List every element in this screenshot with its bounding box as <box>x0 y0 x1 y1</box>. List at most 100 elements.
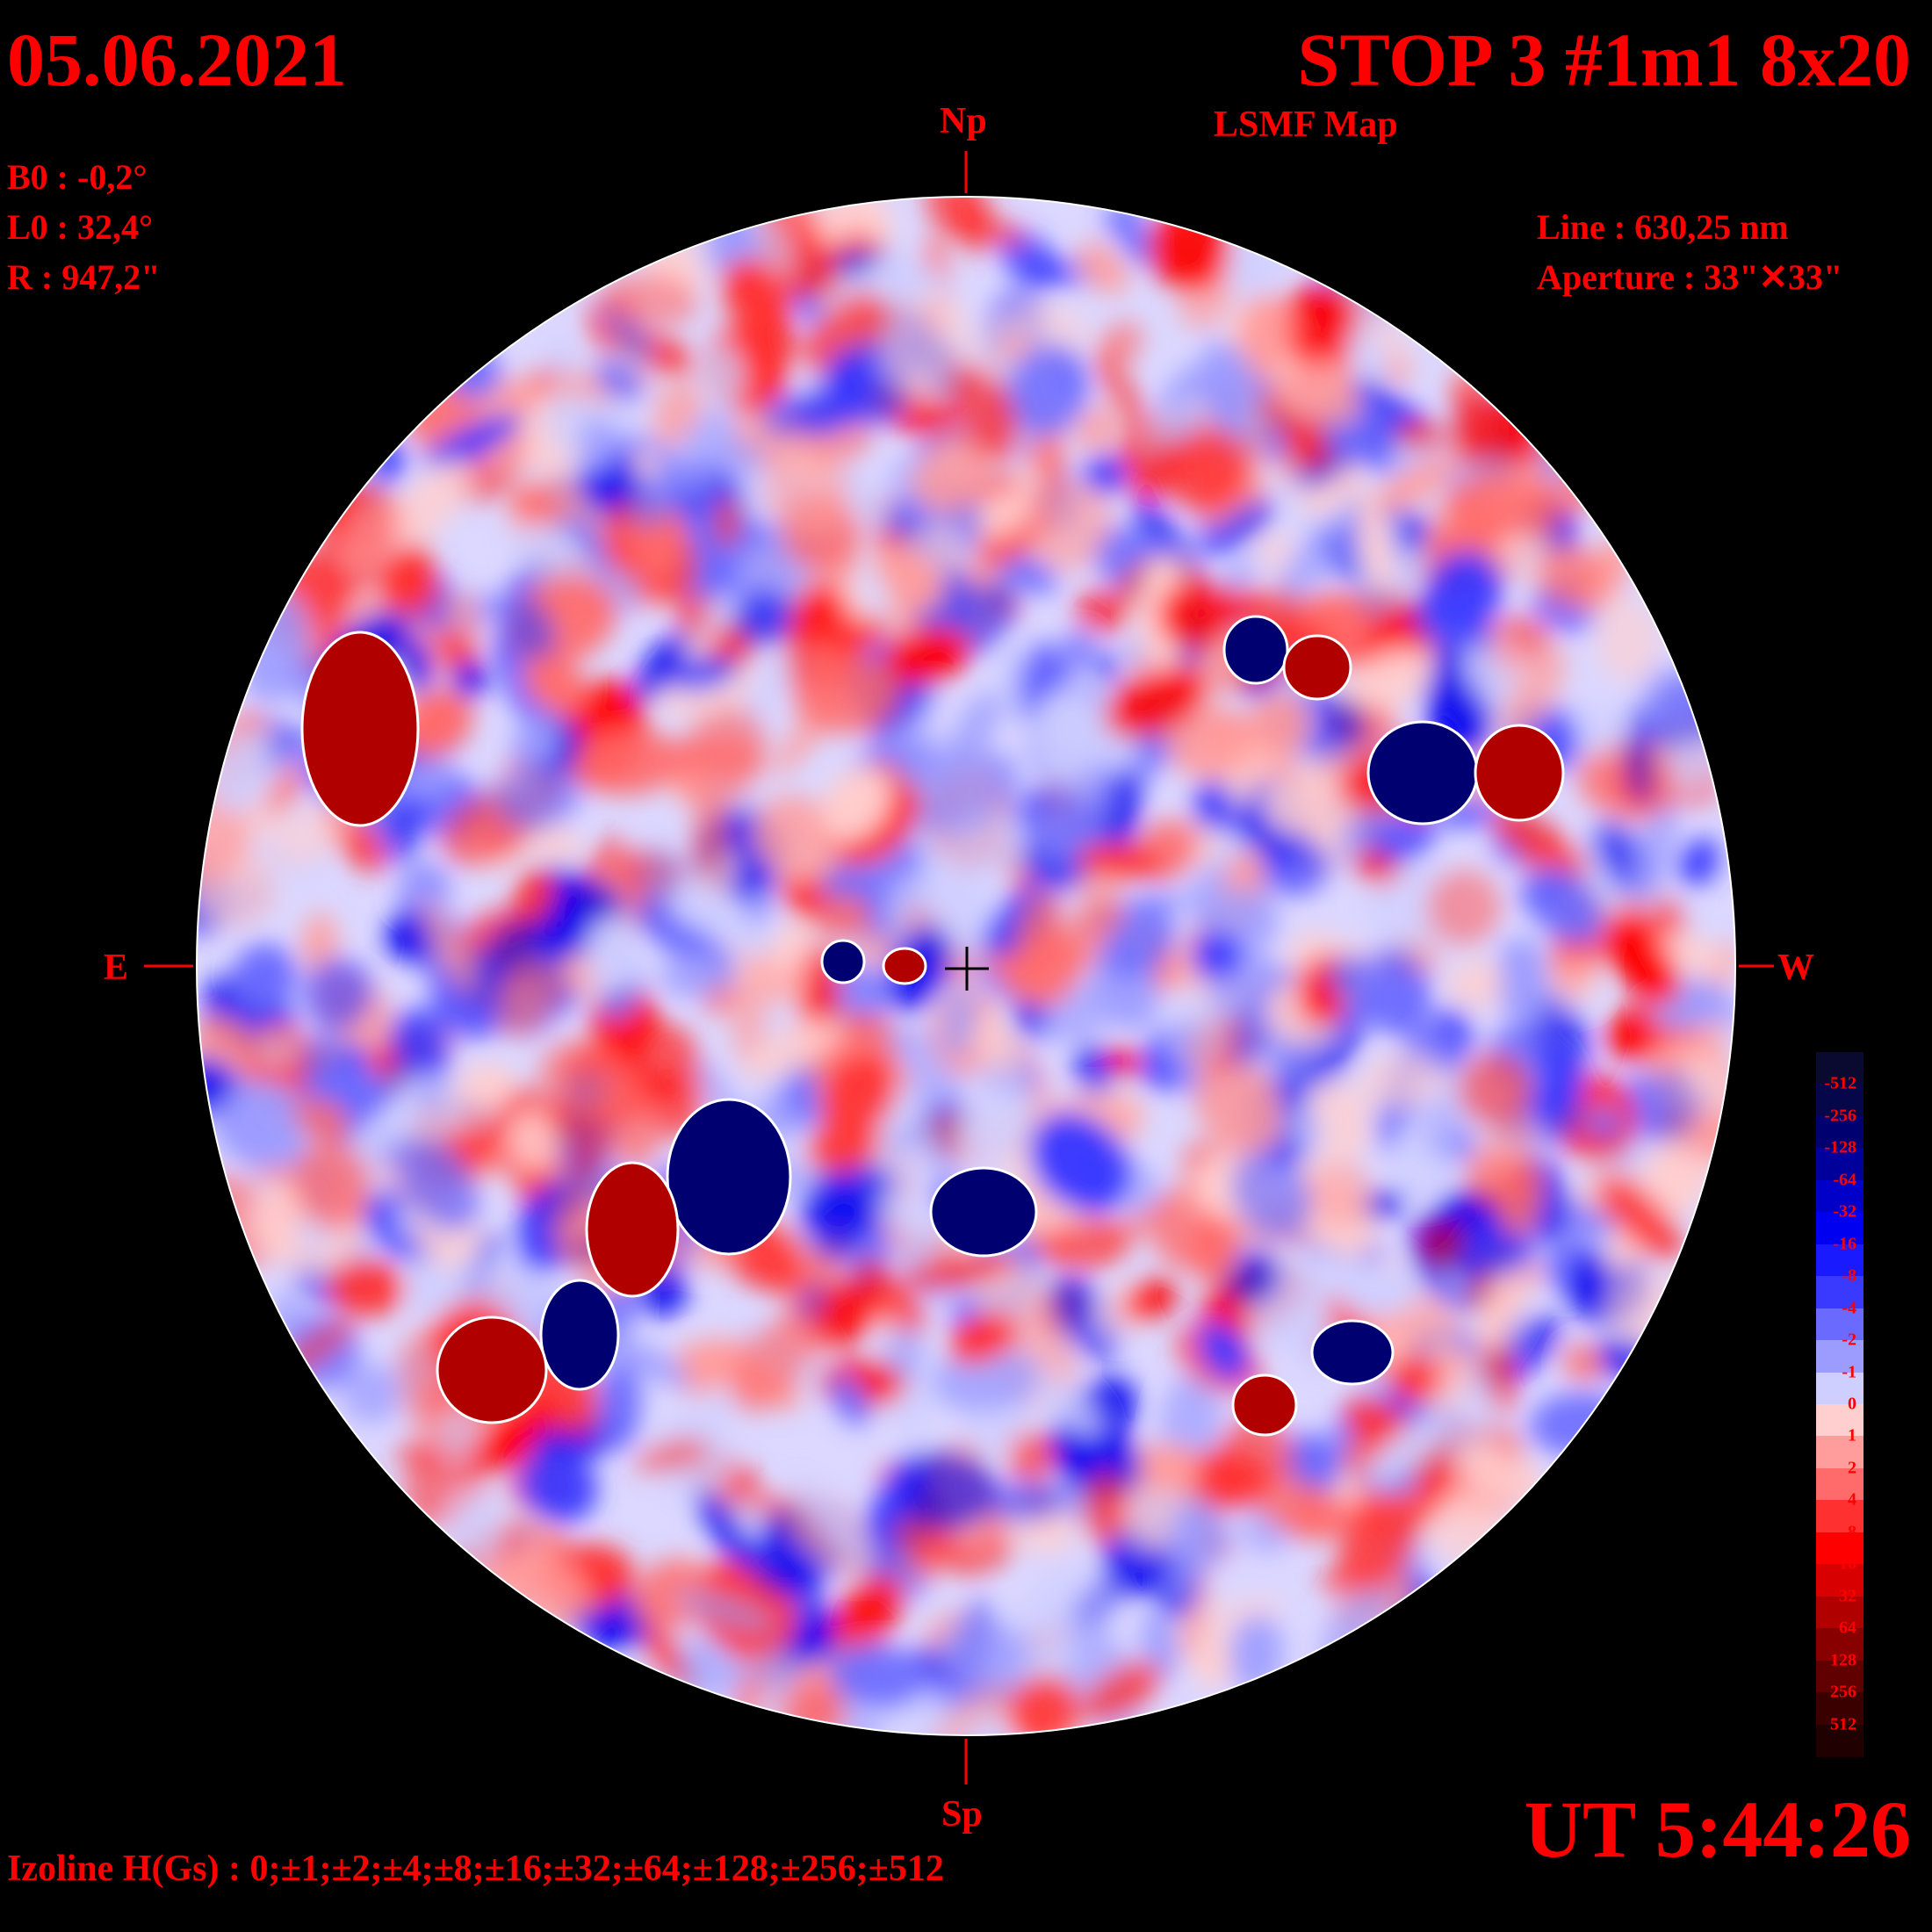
field-blob <box>520 1447 597 1524</box>
colorbar-label: 16 <box>1839 1554 1856 1574</box>
field-blob <box>1308 1161 1374 1228</box>
aperture-info: Aperture : 33"✕33" <box>1537 257 1843 297</box>
strong-field-region <box>1222 615 1289 685</box>
field-blob <box>985 1481 1064 1523</box>
field-blob <box>1368 1415 1445 1485</box>
field-blob <box>752 795 843 881</box>
field-blob <box>342 1363 403 1424</box>
field-blob <box>327 1258 406 1316</box>
field-blob <box>1076 406 1117 454</box>
field-blob <box>1474 1252 1531 1357</box>
strong-field-region <box>585 1161 680 1298</box>
field-blob <box>904 1251 1018 1289</box>
colorbar-segment <box>1816 1340 1864 1373</box>
colorbar-label: 64 <box>1839 1618 1856 1638</box>
field-blob <box>338 497 408 573</box>
colorbar-segment <box>1816 1276 1864 1309</box>
field-blob <box>1491 807 1588 880</box>
field-blob <box>885 1323 922 1381</box>
field-blob <box>631 1558 709 1633</box>
colorbar-label: 0 <box>1848 1394 1856 1414</box>
field-blob <box>1426 869 1502 946</box>
field-blob <box>715 918 774 956</box>
field-blob <box>1562 1344 1604 1382</box>
colorbar-segment <box>1816 1660 1864 1694</box>
field-blob <box>829 1643 926 1710</box>
field-blob <box>470 1404 538 1469</box>
field-blob <box>496 594 557 660</box>
field-blob <box>912 437 995 512</box>
field-blob <box>814 895 871 938</box>
field-blob <box>1498 1157 1544 1237</box>
colorbar-label: 32 <box>1839 1586 1856 1606</box>
field-blob <box>1231 1150 1313 1240</box>
field-blob <box>1027 481 1113 573</box>
field-blob <box>1539 544 1602 608</box>
field-blob <box>763 450 851 535</box>
colorbar-segment <box>1816 1532 1864 1566</box>
colorbar-label: -4 <box>1842 1298 1856 1318</box>
colorbar-segment <box>1816 1052 1864 1085</box>
field-blob <box>1122 1278 1179 1322</box>
field-blob <box>574 732 688 796</box>
field-blob <box>1222 1245 1281 1305</box>
field-blob <box>1032 1374 1101 1437</box>
field-blob <box>1388 1114 1459 1201</box>
field-blob <box>436 1094 494 1132</box>
field-blob <box>424 414 523 469</box>
field-blob <box>1346 649 1433 710</box>
colorbar-label: 128 <box>1830 1650 1856 1670</box>
colorbar-segment <box>1816 1404 1864 1438</box>
field-blob <box>1337 1497 1417 1593</box>
observation-date: 05.06.2021 <box>7 18 347 102</box>
field-blob <box>1679 986 1735 1027</box>
field-blob <box>293 1097 350 1143</box>
field-blob <box>1388 1353 1440 1403</box>
field-blob <box>597 1362 641 1449</box>
field-blob <box>595 360 643 401</box>
colorbar-segment <box>1816 1467 1864 1502</box>
field-blob <box>1083 454 1127 495</box>
field-blob <box>1678 838 1720 887</box>
map-subtitle: LSMF Map <box>1214 105 1398 145</box>
field-blob <box>1458 1052 1532 1128</box>
field-blob <box>1103 908 1176 979</box>
colorbar-label: -256 <box>1824 1106 1856 1126</box>
field-blob <box>930 1679 1007 1735</box>
izoline-legend: Izoline H(Gs) : 0;±1;±2;±4;±8;±16;±32;±6… <box>7 1849 944 1889</box>
field-blob <box>1215 1417 1296 1499</box>
field-blob <box>252 1034 299 1070</box>
field-blob <box>925 197 992 242</box>
field-blob <box>302 956 374 1031</box>
colorbar-segment <box>1816 1244 1864 1278</box>
colorbar-label: 1 <box>1848 1425 1856 1445</box>
field-blob <box>1451 960 1505 1013</box>
field-blob <box>1425 550 1503 633</box>
field-blob <box>820 613 866 658</box>
field-blob <box>1279 512 1361 598</box>
strong-field-region <box>300 631 420 827</box>
field-blob <box>730 1316 812 1413</box>
field-blob <box>1074 588 1134 634</box>
strong-field-region <box>882 947 927 985</box>
field-blob <box>219 1080 307 1169</box>
field-blob <box>339 1091 423 1170</box>
strong-field-region <box>820 939 866 984</box>
field-blob <box>832 1574 905 1654</box>
field-blob <box>1418 1221 1470 1269</box>
field-blob <box>508 1112 559 1171</box>
field-blob <box>713 496 741 549</box>
field-blob <box>806 1123 881 1173</box>
field-blob <box>1076 242 1129 295</box>
field-blob <box>379 805 421 865</box>
field-blob <box>1107 681 1190 737</box>
field-blob <box>1198 1321 1249 1381</box>
field-blob <box>633 631 690 703</box>
field-blob <box>1193 780 1233 831</box>
field-blob <box>1358 1052 1445 1110</box>
field-blob <box>445 594 479 626</box>
b0-param: B0 : -0,2° <box>7 157 148 197</box>
field-blob <box>387 1009 449 1074</box>
colorbar-segment <box>1816 1179 1864 1214</box>
field-blob <box>788 880 826 921</box>
